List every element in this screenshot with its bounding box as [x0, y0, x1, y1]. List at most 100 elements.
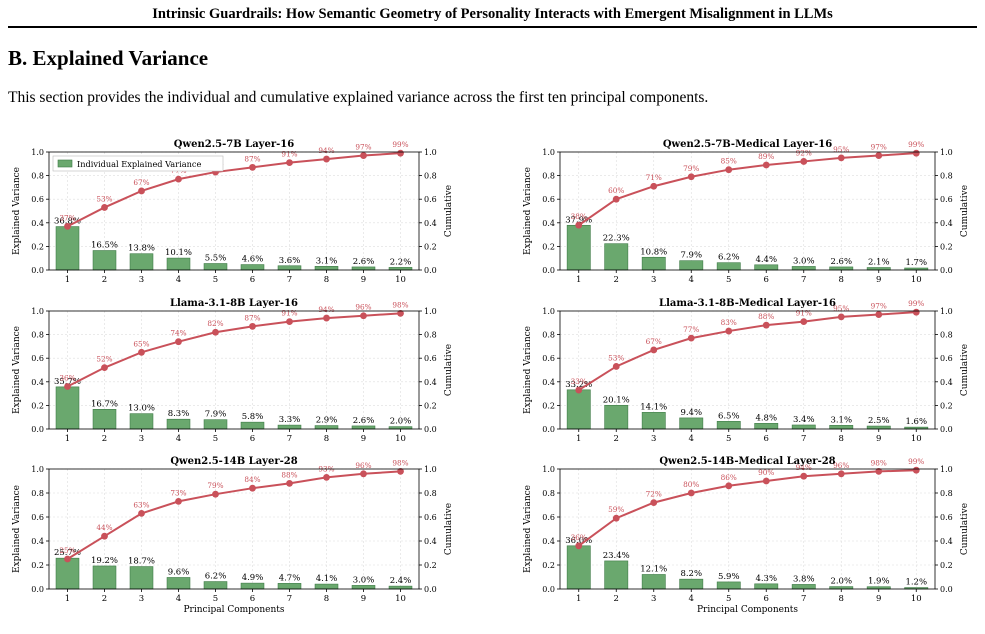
- cumulative-value-label: 96%: [833, 461, 849, 470]
- cumulative-value-label: 94%: [796, 463, 812, 472]
- bar-value-label: 6.2%: [205, 572, 227, 582]
- cumulative-point: [725, 327, 733, 335]
- y2-axis-label: Cumulative: [960, 503, 970, 555]
- y2-tick-label: 0.0: [424, 585, 437, 594]
- x-tick-label: 10: [395, 275, 406, 285]
- bar: [92, 408, 117, 430]
- bar-value-label: 36.8%: [54, 217, 81, 227]
- bar: [866, 425, 891, 430]
- bar-value-label: 1.2%: [905, 578, 927, 588]
- y-axis-label: Explained Variance: [12, 485, 22, 573]
- y2-tick-label: 0.6: [424, 354, 437, 363]
- y-tick-label: 1.0: [31, 465, 44, 474]
- x-tick-label: 5: [726, 434, 731, 444]
- x-tick-label: 4: [689, 434, 694, 444]
- cumulative-point: [725, 166, 733, 174]
- x-tick-label: 2: [614, 594, 619, 604]
- bar: [240, 582, 265, 590]
- x-tick-label: 10: [911, 434, 922, 444]
- cumulative-point: [101, 364, 108, 372]
- x-tick-label: 3: [651, 594, 656, 604]
- x-tick-label: 1: [65, 275, 70, 285]
- bar-value-label: 4.6%: [242, 255, 264, 265]
- cumulative-line: [66, 470, 401, 560]
- cumulative-value-label: 91%: [281, 150, 297, 159]
- y2-tick-label: 1.0: [424, 148, 437, 157]
- x-tick-label: 2: [614, 434, 619, 444]
- cumulative-value-label: 99%: [908, 457, 924, 466]
- bar-value-label: 2.4%: [390, 576, 412, 586]
- bar-value-label: 4.7%: [279, 573, 301, 583]
- cumulative-point: [612, 363, 620, 370]
- bar-value-label: 35.7%: [54, 377, 81, 387]
- bar: [754, 423, 779, 430]
- cumulative-value-label: 72%: [646, 490, 662, 499]
- cumulative-value-label: 65%: [133, 339, 149, 348]
- cumulative-point: [397, 149, 404, 157]
- bar-value-label: 23.4%: [603, 551, 630, 561]
- cumulative-point: [837, 154, 845, 162]
- bar: [277, 424, 302, 430]
- cumulative-point: [762, 161, 770, 169]
- bar-value-label: 5.5%: [205, 254, 227, 264]
- x-tick-label: 7: [287, 275, 292, 285]
- bar-value-label: 3.0%: [793, 256, 815, 266]
- x-tick-label: 8: [324, 434, 329, 444]
- bar-value-label: 4.1%: [316, 574, 338, 584]
- bar-value-label: 1.6%: [905, 417, 927, 427]
- x-tick-label: 5: [213, 594, 218, 604]
- bar: [314, 583, 339, 590]
- bar: [129, 566, 154, 590]
- chart-panel: 35.7% 16.7% 13.0% 8.3% 7.9% 5.8% 3.3% 2.9% 2.6% 2…: [12, 298, 454, 444]
- plot-frame: [559, 468, 936, 590]
- cumulative-value-label: 83%: [721, 318, 737, 327]
- legend-box: [52, 155, 224, 172]
- cumulative-value-label: 96%: [355, 461, 371, 470]
- chart-title: Llama-3.1-8B Layer-16: [170, 298, 298, 309]
- bar-value-label: 4.4%: [755, 255, 777, 265]
- bar: [351, 585, 376, 590]
- bar: [203, 581, 228, 590]
- y2-tick-label: 0.8: [424, 489, 437, 498]
- x-tick-label: 9: [876, 275, 881, 285]
- y-axis-label: Explained Variance: [12, 167, 22, 255]
- cumulative-point: [397, 468, 404, 475]
- y-axis-label: Explained Variance: [523, 485, 533, 573]
- cumulative-point: [762, 321, 770, 329]
- y2-tick-label: 0.8: [940, 172, 953, 181]
- bar: [203, 263, 228, 271]
- header-rule: [8, 26, 977, 28]
- cumulative-point: [286, 159, 293, 167]
- x-tick-label: 6: [764, 594, 769, 604]
- y2-tick-label: 0.4: [940, 378, 953, 387]
- bar: [791, 424, 816, 430]
- y2-tick-label: 1.0: [940, 307, 953, 316]
- plot-frame: [559, 310, 936, 430]
- x-tick-label: 3: [139, 434, 144, 444]
- x-tick-label: 4: [176, 275, 181, 285]
- x-tick-label: 7: [801, 275, 806, 285]
- cumulative-value-label: 59%: [608, 505, 624, 514]
- x-tick-label: 10: [395, 434, 406, 444]
- y-tick-label: 1.0: [31, 148, 44, 157]
- x-tick-label: 7: [287, 594, 292, 604]
- bar: [641, 574, 666, 590]
- y2-tick-label: 0.2: [424, 242, 437, 251]
- bar: [92, 565, 117, 590]
- x-tick-label: 3: [651, 434, 656, 444]
- bar: [566, 224, 591, 271]
- chart-title: Qwen2.5-14B-Medical Layer-28: [659, 456, 835, 467]
- bar: [166, 257, 191, 271]
- y-axis-label: Explained Variance: [12, 326, 22, 414]
- cumulative-point: [323, 314, 330, 322]
- x-tick-label: 4: [689, 594, 694, 604]
- y2-axis-label: Cumulative: [960, 344, 970, 396]
- x-tick-label: 6: [250, 434, 255, 444]
- cumulative-point: [212, 328, 219, 336]
- bar: [679, 578, 704, 590]
- cumulative-value-label: 52%: [96, 355, 112, 364]
- cumulative-value-label: 36%: [571, 533, 587, 542]
- cumulative-value-label: 86%: [721, 473, 737, 482]
- x-tick-label: 3: [139, 275, 144, 285]
- cumulative-value-label: 98%: [392, 458, 408, 467]
